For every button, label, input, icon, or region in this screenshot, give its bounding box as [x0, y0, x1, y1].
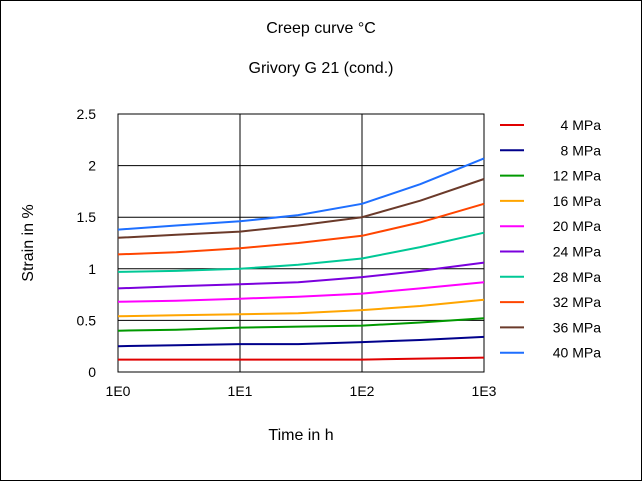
legend-label: 36 MPa — [553, 319, 601, 335]
x-axis-label: Time in h — [268, 427, 334, 444]
series-line-1 — [118, 356, 485, 361]
x-tick-label: 1E2 — [350, 383, 375, 399]
axis-ticks: 1E0 1E1 1E2 1E3 0 0.5 1 1.5 2 2.5 — [77, 106, 497, 399]
series-line-4 — [117, 298, 485, 318]
legend-label: 20 MPa — [553, 218, 601, 234]
legend-label: 8 MPa — [561, 142, 602, 158]
legend: 4 MPa 8 MPa 12 MPa 16 MPa 20 MPa 24 MPa 28 MPa… — [500, 117, 601, 361]
y-tick-label: 2.5 — [77, 106, 97, 122]
y-tick-label: 0.5 — [77, 312, 97, 328]
x-tick-label: 1E1 — [228, 383, 253, 399]
y-tick-label: 1 — [88, 261, 96, 277]
x-tick-label: 1E3 — [472, 383, 497, 399]
legend-label: 4 MPa — [561, 117, 602, 133]
y-tick-label: 2 — [88, 158, 96, 174]
series-line-9 — [117, 178, 485, 239]
legend-label: 32 MPa — [553, 294, 601, 310]
plot-area — [117, 113, 485, 373]
series-line-3 — [117, 317, 485, 332]
series-line-10 — [117, 157, 485, 231]
chart-subtitle: Grivory G 21 (cond.) — [248, 60, 394, 77]
series-line-7 — [117, 231, 485, 273]
y-axis-label: Strain in % — [20, 204, 37, 282]
legend-label: 12 MPa — [553, 168, 601, 184]
y-tick-label: 0 — [88, 364, 96, 380]
legend-label: 40 MPa — [553, 345, 601, 361]
y-tick-label: 1.5 — [77, 209, 97, 225]
chart-title: Creep curve °C — [266, 20, 376, 37]
series-line-6 — [117, 261, 485, 290]
series-lines — [117, 157, 485, 361]
series-line-2 — [117, 335, 485, 348]
series-line-5 — [117, 281, 485, 303]
series-line-8 — [117, 202, 485, 256]
legend-label: 28 MPa — [553, 269, 601, 285]
legend-label: 16 MPa — [553, 193, 601, 209]
legend-label: 24 MPa — [553, 244, 601, 260]
x-tick-label: 1E0 — [106, 383, 131, 399]
